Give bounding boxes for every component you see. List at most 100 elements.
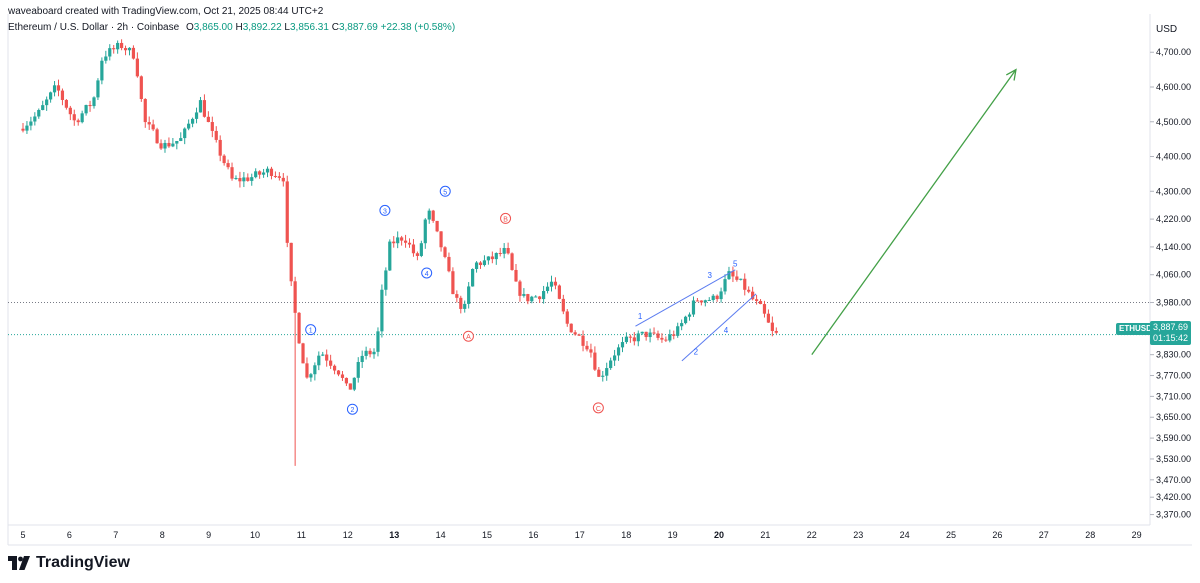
wave-blue-label: 2 [350,407,354,414]
candle-body [407,242,412,245]
candle-body [72,114,76,121]
candle-body [325,354,329,361]
wave-red-circle [592,402,604,414]
candle-body [620,342,625,348]
last-price-value: 3,887.69 [1152,322,1189,332]
time-axis[interactable]: 5 6 7 8 9 10 11 12 13 14 15 16 17 18 19 20 21 22 23 24 25 26 2… [20,530,1141,540]
candle-body [277,176,281,178]
candle-body [447,256,451,272]
candle-body [258,171,262,175]
time-tick-label: 23 [853,530,863,540]
candle-body [676,326,680,336]
candle-body [609,360,613,369]
candle-body [139,76,143,100]
wave-blue-circle [379,204,391,216]
ohlc-values: O3,865.00 H3,892.22 L3,856.31 C3,887.69 … [186,22,455,33]
candle-body [526,294,530,302]
wave-blue-circle [421,267,433,279]
candle-body [29,121,33,126]
candle-body [329,360,333,366]
candle-body [719,291,723,300]
candle-body [549,281,554,287]
candle-body [127,47,132,51]
candle-body [664,339,668,341]
symbol-name: Ethereum / U.S. Dollar · 2h · Coinbase [8,22,180,33]
candle-body [581,335,585,346]
candle-body [187,123,191,129]
candle-body [743,278,747,290]
candle-body [368,350,372,355]
wedge-label: 4 [724,326,729,335]
candle-body [419,243,423,256]
candle-body [64,99,68,108]
candle-body [518,281,522,296]
tradingview-logo[interactable]: TradingView [8,554,130,572]
candle-body [774,330,778,333]
price-tick-label: 4,600.00 [1156,82,1191,92]
candle-body [222,155,226,164]
time-tick-label: 11 [297,530,306,540]
price-tick-label: 4,300.00 [1156,186,1191,196]
candle-body [297,312,301,344]
annotations: 1 2 3 4 5 A B C 1 2 3 4 5 [305,68,1017,415]
candle-body [364,350,368,356]
price-axis[interactable]: 4,700.00 4,600.00 4,500.00 4,400.00 4,300.00… [1150,47,1191,520]
candle-body [751,291,755,300]
candle-body [636,333,640,342]
candle-body [159,143,163,149]
candle-body [112,48,116,50]
candle-body [451,271,455,295]
candle-body [123,48,128,51]
candle-body [644,331,648,338]
candle-body [435,220,439,232]
candle-body [400,237,404,241]
wedge-label: 3 [707,271,712,280]
candle-body [514,269,518,282]
time-tick-label: 10 [250,530,260,540]
candle-body [703,300,707,303]
candle-body [534,296,538,298]
candle-body [530,296,534,302]
time-tick-label: 22 [807,530,817,540]
candle-body [96,80,100,98]
candle-body [120,42,124,49]
candle-body [557,285,561,299]
time-tick-label: 21 [760,530,770,540]
candle-body [474,262,479,269]
candle-body [593,352,597,370]
candle-body [589,349,593,353]
attribution-text: waveaboard created with TradingView.com,… [8,6,324,17]
candle-body [317,355,321,366]
candle-body [439,231,443,248]
candle-body [250,177,254,181]
price-tick-label: 3,830.00 [1156,350,1191,360]
countdown-value: 01:15:42 [1152,333,1189,343]
candle-body [147,122,151,125]
candle-body [423,219,427,244]
time-tick-label: 8 [160,530,165,540]
price-tick-label: 3,980.00 [1156,298,1191,308]
candle-body [723,279,727,292]
candle-body [372,351,376,355]
candle-body [735,276,739,280]
wave-blue-circle [305,324,317,336]
close-value: 3,887.69 [338,22,378,33]
candle-body [37,109,41,117]
candle-body [143,99,147,123]
currency-label[interactable]: USD [1156,24,1178,35]
candle-body [494,253,498,260]
candle-body [92,97,96,107]
candle-body [545,286,550,292]
candle-body [261,172,266,175]
candle-body [542,291,546,300]
candle-body [403,240,408,243]
candle-body [624,336,629,343]
candle-body [506,247,510,254]
candle-body [443,247,447,257]
low-value: 3,856.31 [289,22,329,33]
candle-body [687,314,692,317]
candle-body [691,300,696,315]
price-tick-label: 3,590.00 [1156,433,1191,443]
symbol-legend[interactable]: Ethereum / U.S. Dollar · 2h · Coinbase O… [8,22,455,33]
